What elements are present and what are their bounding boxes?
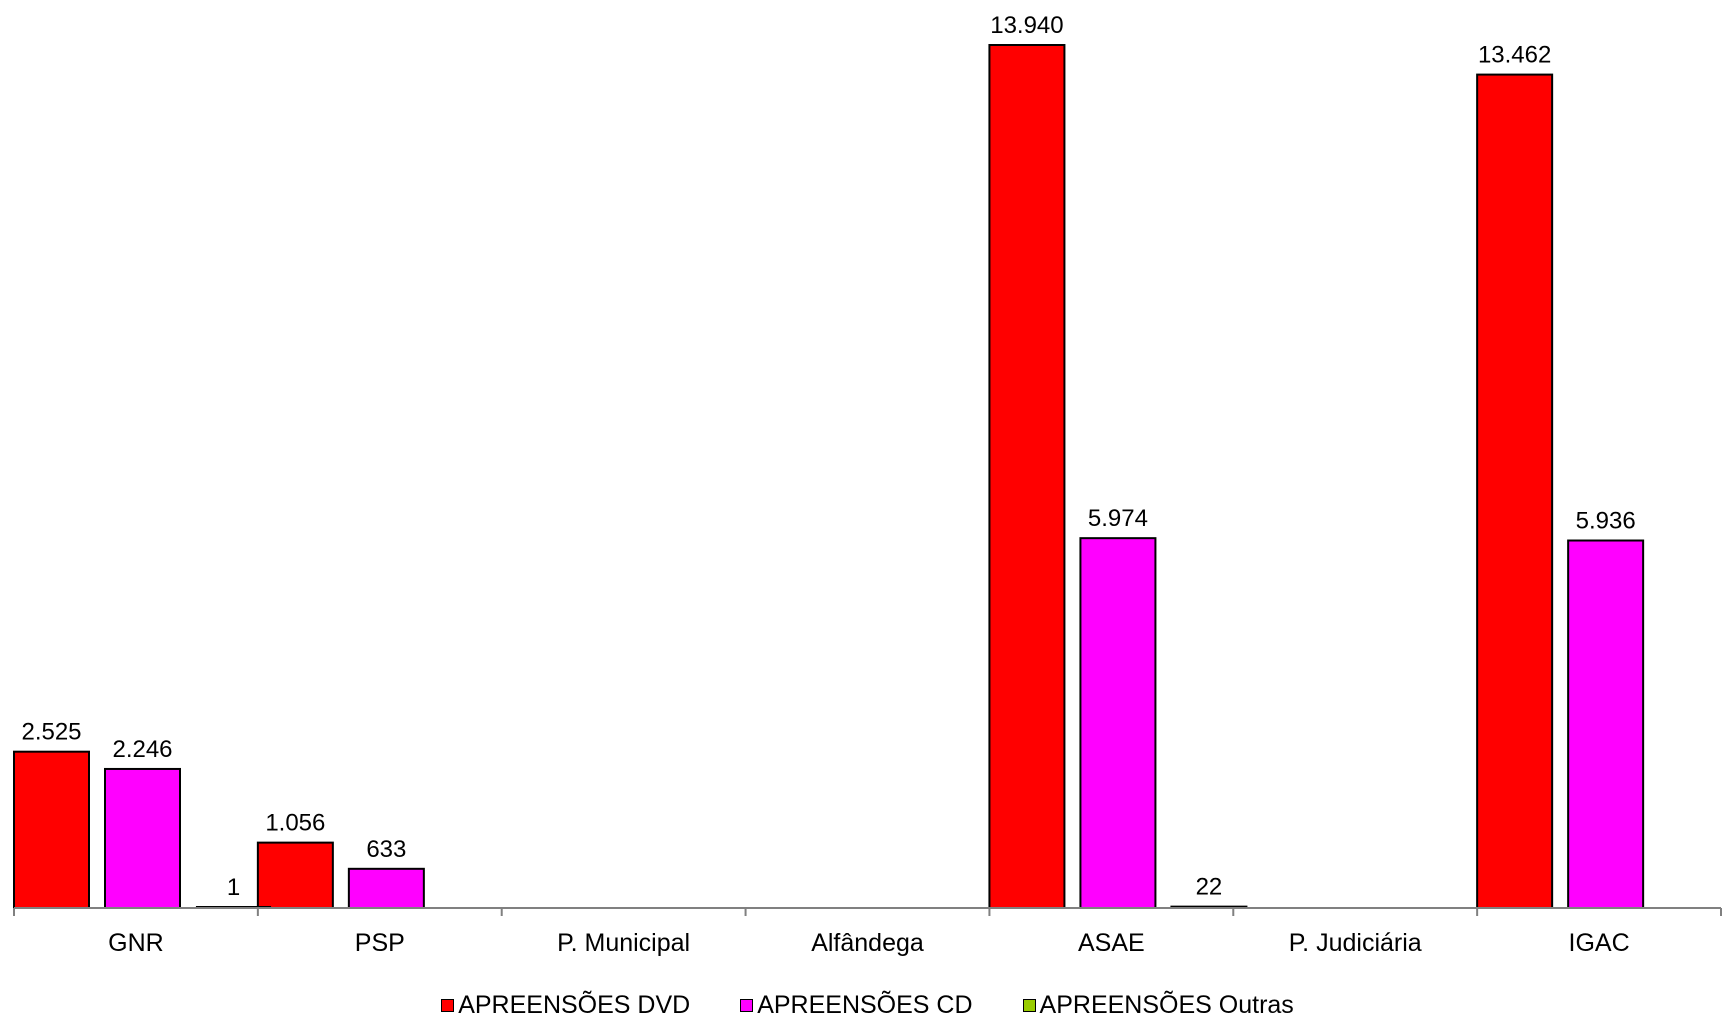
data-label: 1.056 (265, 810, 325, 837)
legend-item: APREENSÕES CD (740, 991, 973, 1020)
data-label: 5.974 (1088, 505, 1148, 532)
data-label: 5.936 (1576, 508, 1636, 535)
data-label: 13.940 (990, 12, 1063, 39)
x-tick-label: ASAE (1078, 929, 1145, 957)
legend-label: APREENSÕES CD (757, 991, 973, 1019)
x-ticks-layer: GNR PSP P. Municipal Alfândega ASAE P. Judici… (13, 908, 1722, 957)
x-tick-label: Alfândega (811, 929, 924, 957)
legend-swatch (441, 999, 455, 1012)
bars-layer (13, 44, 1645, 910)
data-label: 2.525 (21, 719, 81, 746)
x-tick-label: IGAC (1569, 929, 1630, 957)
bar (104, 767, 181, 909)
bar (1476, 73, 1554, 910)
legend-label: APREENSÕES DVD (458, 991, 691, 1019)
bar (13, 750, 90, 909)
data-labels-layer: 2.525 1.056 13.940 13.462 2.246 633 5.974 5.936… (21, 12, 1635, 901)
bar (1079, 537, 1157, 909)
legend-label: APREENSÕES Outras (1039, 991, 1294, 1019)
bar (256, 841, 334, 909)
legend: APREENSÕES DVD APREENSÕES CD APREENSÕES Ou… (0, 990, 1735, 1021)
data-label: 22 (1196, 874, 1223, 901)
legend-item: APREENSÕES Outras (1022, 991, 1294, 1020)
x-tick-label: P. Judiciária (1289, 929, 1422, 957)
data-label: 2.246 (112, 736, 172, 763)
x-tick-label: GNR (108, 929, 164, 957)
legend-swatch (740, 999, 754, 1012)
data-label: 633 (366, 836, 406, 863)
data-label: 13.462 (1478, 42, 1551, 69)
x-tick-label: P. Municipal (557, 929, 690, 957)
bar-chart: 2.525 1.056 13.940 13.462 2.246 633 5.974 5.936… (13, 12, 1722, 957)
bar (988, 44, 1066, 909)
bar (347, 867, 425, 910)
legend-item: APREENSÕES DVD (441, 991, 690, 1020)
legend-swatch (1022, 999, 1036, 1012)
data-label: 1 (227, 874, 240, 901)
x-tick-label: PSP (355, 929, 405, 957)
bar (1567, 539, 1645, 909)
